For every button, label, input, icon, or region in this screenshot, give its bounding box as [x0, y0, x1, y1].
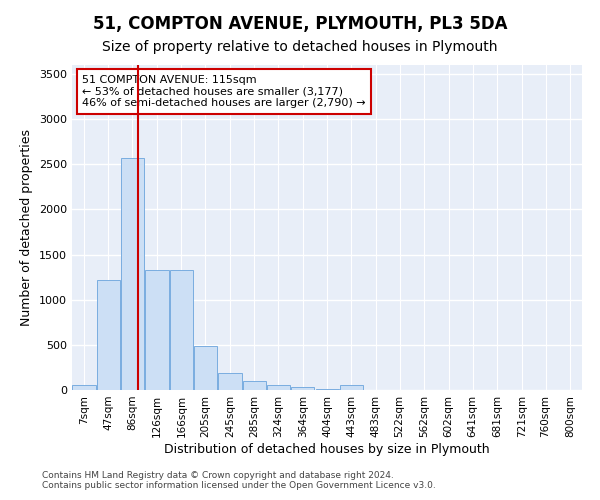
Text: 51, COMPTON AVENUE, PLYMOUTH, PL3 5DA: 51, COMPTON AVENUE, PLYMOUTH, PL3 5DA: [93, 15, 507, 33]
Text: Contains HM Land Registry data © Crown copyright and database right 2024.
Contai: Contains HM Land Registry data © Crown c…: [42, 470, 436, 490]
Bar: [316, 389, 339, 390]
Bar: [266, 385, 290, 390]
Bar: [145, 270, 169, 390]
Bar: [194, 346, 217, 390]
Y-axis label: Number of detached properties: Number of detached properties: [20, 129, 34, 326]
Bar: [97, 280, 120, 390]
Bar: [170, 270, 193, 390]
Bar: [340, 386, 363, 390]
Text: 51 COMPTON AVENUE: 115sqm
← 53% of detached houses are smaller (3,177)
46% of se: 51 COMPTON AVENUE: 115sqm ← 53% of detac…: [82, 74, 366, 108]
Bar: [291, 388, 314, 390]
Bar: [121, 158, 144, 390]
Bar: [242, 381, 266, 390]
Text: Size of property relative to detached houses in Plymouth: Size of property relative to detached ho…: [102, 40, 498, 54]
Bar: [72, 386, 95, 390]
Bar: [218, 374, 242, 390]
X-axis label: Distribution of detached houses by size in Plymouth: Distribution of detached houses by size …: [164, 442, 490, 456]
